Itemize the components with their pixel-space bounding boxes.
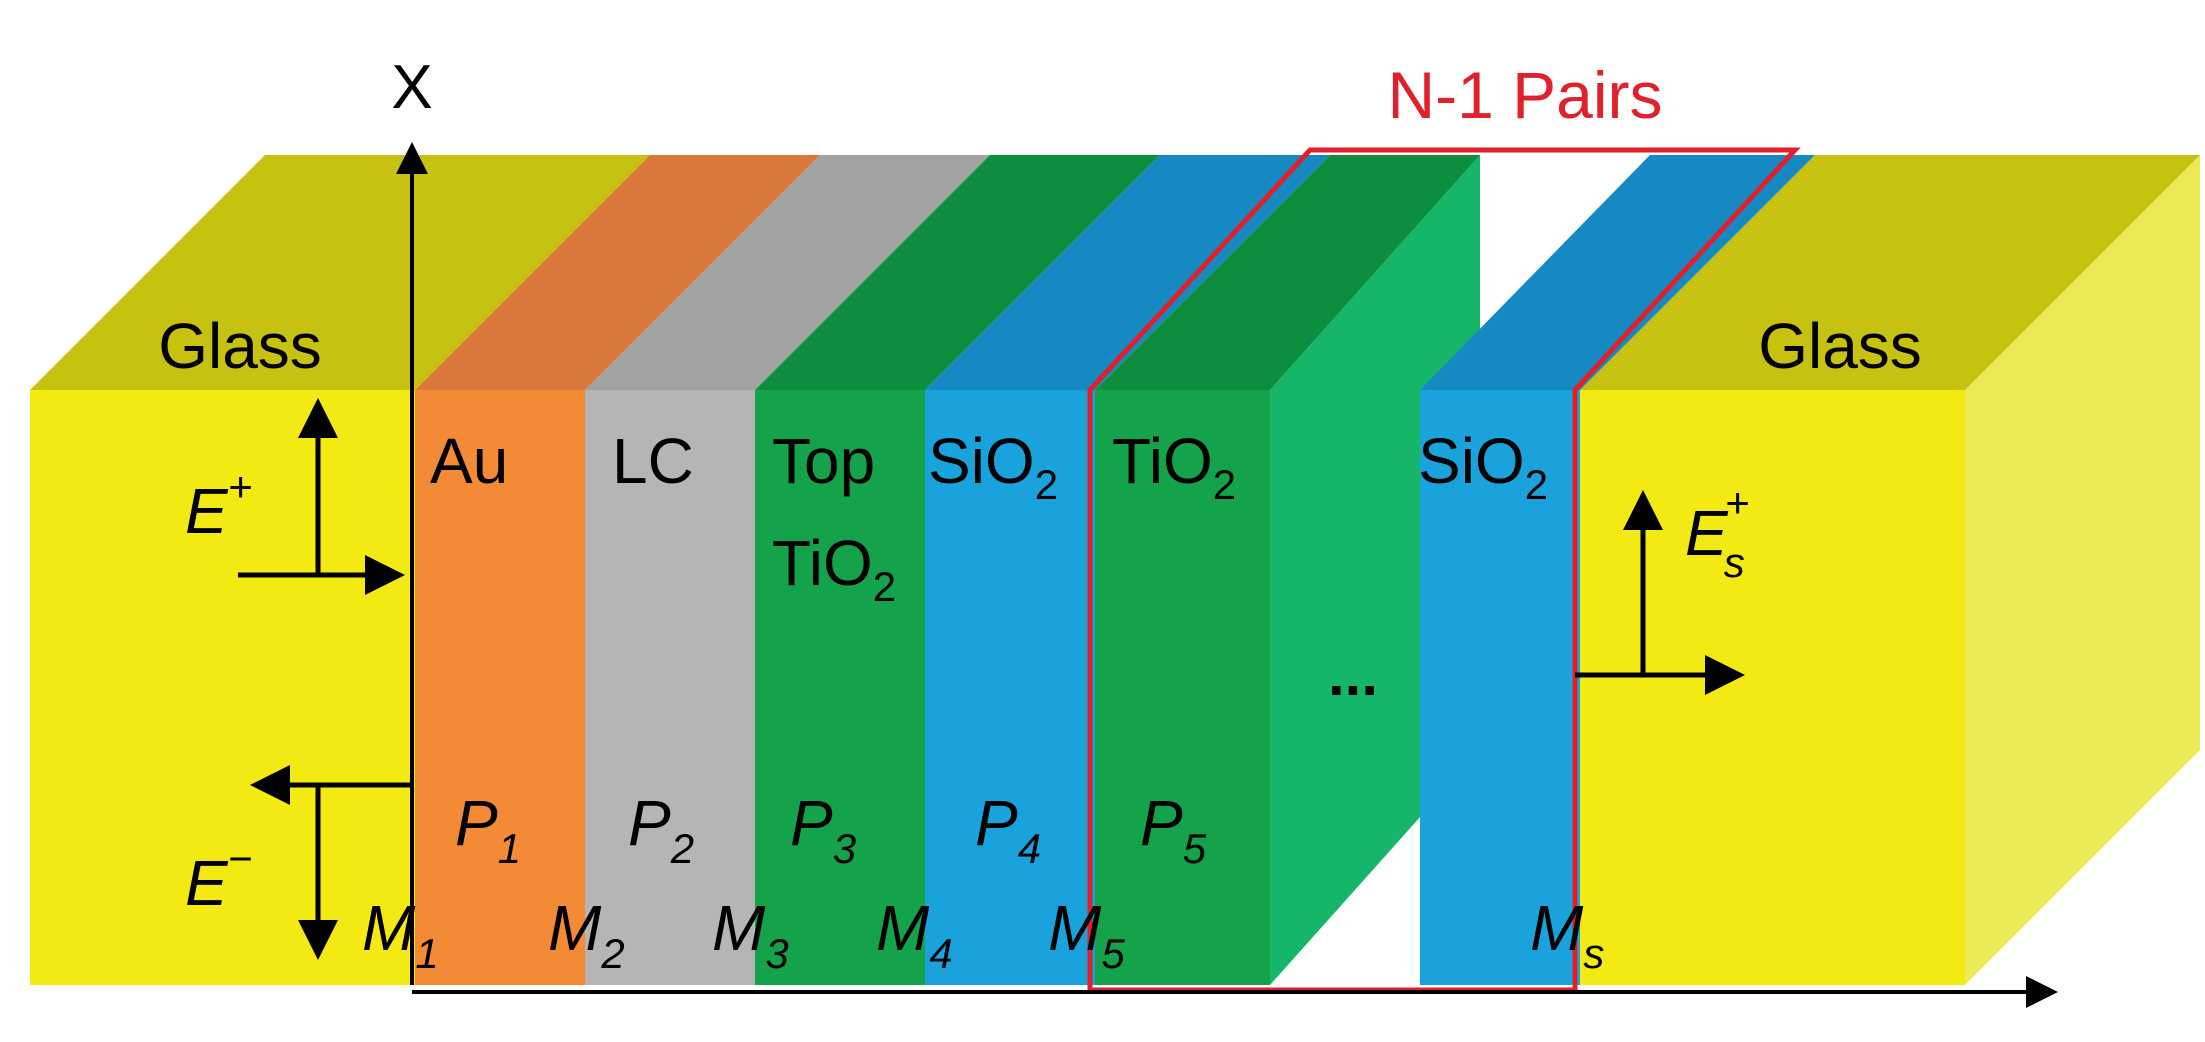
au-label: Au — [430, 425, 508, 497]
sio2-last-layer-front — [1420, 390, 1580, 985]
m2-label: M2 — [548, 892, 625, 977]
sio2-label: SiO2 — [928, 425, 1058, 508]
p2-label: P2 — [628, 787, 694, 872]
glass-left-front — [30, 390, 415, 985]
m5-label: M5 — [1048, 892, 1125, 977]
x-axis-label: X — [391, 53, 432, 122]
lc-layer-front — [585, 390, 755, 985]
tio2-layer-front — [1095, 390, 1270, 985]
glass-left-label: Glass — [158, 310, 322, 382]
glass-right-label: Glass — [1758, 310, 1922, 382]
ms-label: Ms — [1530, 892, 1604, 977]
glass-right-front — [1575, 390, 1965, 985]
e-plus-label: E+ — [185, 463, 252, 547]
m4-label: M4 — [876, 892, 953, 977]
p1-label: P1 — [455, 787, 521, 872]
sio2-last-label: SiO2 — [1418, 425, 1548, 508]
tio2-label: TiO2 — [1112, 425, 1236, 508]
au-layer-front — [415, 390, 585, 985]
e-minus-label: E− — [185, 835, 252, 919]
glass-right-side — [1965, 155, 2200, 985]
au-layer-top — [415, 155, 820, 390]
top-tio2-label-line2: TiO2 — [772, 527, 896, 610]
ellipsis-label: ... — [1328, 641, 1378, 708]
lc-layer-top — [585, 155, 990, 390]
pairs-label: N-1 Pairs — [1387, 58, 1662, 132]
m1-label: M1 — [362, 892, 439, 977]
glass-right-top — [1580, 155, 2200, 390]
p4-label: P4 — [975, 787, 1041, 872]
sio2-layer-top — [925, 155, 1330, 390]
es-plus-label: Es+ — [1685, 479, 1749, 586]
p3-label: P3 — [790, 787, 856, 872]
top-tio2-layer-top — [755, 155, 1160, 390]
sio2-layer-front — [925, 390, 1095, 985]
lc-label: LC — [612, 425, 694, 497]
sio2-last-layer-top — [1420, 155, 1815, 390]
glass-left-top — [30, 155, 650, 390]
top-tio2-layer-front — [755, 390, 925, 985]
m3-label: M3 — [712, 892, 789, 977]
p5-label: P5 — [1140, 787, 1207, 872]
top-tio2-label-line1: Top — [772, 425, 875, 497]
tio2-layer-top — [1095, 155, 1480, 390]
